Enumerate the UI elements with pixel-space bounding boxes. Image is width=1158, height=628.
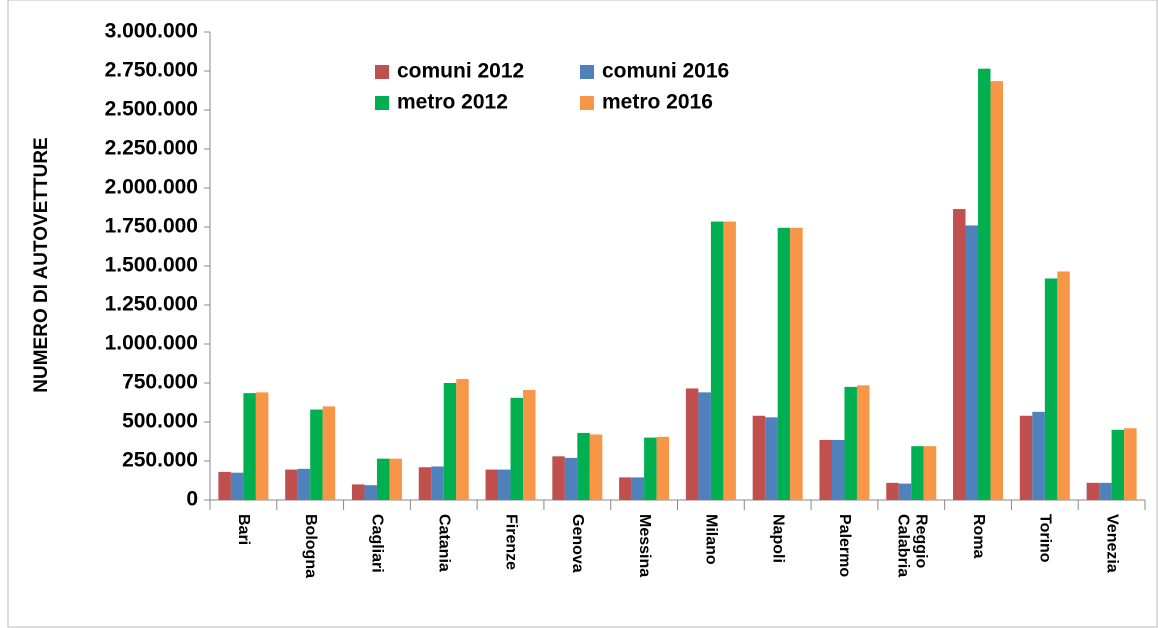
bar — [443, 383, 457, 500]
bar — [1057, 271, 1070, 500]
x-tick-label: Bari — [235, 514, 252, 545]
bar — [953, 209, 966, 500]
bar — [255, 392, 269, 500]
bar — [310, 409, 323, 500]
bar — [1086, 482, 1100, 500]
bar — [431, 466, 444, 500]
legend-swatch — [580, 65, 594, 79]
y-tick-label: 2.250.000 — [105, 137, 198, 160]
bar — [498, 469, 511, 500]
y-tick-label: 500.000 — [122, 410, 198, 433]
bar — [376, 458, 390, 500]
x-tick-label: Bologna — [302, 514, 319, 578]
x-tick-label: Roma — [970, 514, 987, 559]
bar — [1111, 429, 1125, 500]
bar — [844, 386, 857, 500]
bar — [552, 456, 565, 500]
bar — [389, 458, 402, 500]
legend-swatch — [375, 96, 389, 110]
bar — [243, 393, 256, 500]
bar — [856, 385, 870, 500]
bar — [285, 469, 298, 500]
bar — [577, 432, 590, 500]
bar — [886, 482, 899, 500]
y-tick-label: 1.500.000 — [105, 254, 198, 277]
legend-swatch — [580, 96, 594, 110]
bar — [831, 439, 845, 500]
bar — [322, 406, 336, 500]
bar — [364, 485, 377, 500]
bar — [978, 68, 991, 500]
x-tick-label: Palermo — [836, 514, 853, 577]
bar — [1044, 278, 1058, 500]
x-tick-label-line: Reggio — [912, 514, 929, 568]
x-tick-label: Milano — [703, 514, 720, 565]
bar — [911, 446, 924, 500]
bar — [456, 379, 469, 500]
legend-label: comuni 2012 — [397, 60, 524, 83]
bar — [619, 477, 632, 500]
legend-label: comuni 2016 — [602, 60, 729, 83]
bar — [523, 390, 536, 500]
bar — [685, 388, 699, 500]
bar — [1099, 482, 1112, 500]
x-tick-label: Napoli — [769, 514, 786, 563]
x-tick-label-line: Calabria — [894, 514, 911, 577]
bar — [752, 415, 766, 500]
y-tick-label: 0 — [186, 488, 198, 511]
bar — [710, 221, 724, 501]
legend-swatch — [375, 65, 389, 79]
legend-label: metro 2012 — [397, 91, 508, 114]
bar — [418, 467, 432, 500]
bar — [218, 471, 231, 500]
bar — [230, 472, 244, 500]
legend-label: metro 2016 — [602, 91, 713, 114]
bar — [965, 225, 979, 500]
x-tick-label: Messina — [636, 514, 653, 577]
bar — [656, 436, 670, 500]
bar — [589, 434, 603, 500]
bar — [990, 81, 1004, 500]
y-tick-label: 2.750.000 — [105, 59, 198, 82]
x-tick-label: ReggioCalabria — [894, 514, 929, 577]
bar — [485, 469, 499, 500]
bar — [1019, 415, 1033, 500]
y-tick-label: 3.000.000 — [105, 20, 198, 43]
bar — [644, 437, 657, 500]
x-tick-label: Firenze — [502, 514, 519, 570]
bar — [765, 417, 778, 500]
bar — [1124, 428, 1137, 500]
bar — [898, 483, 912, 500]
bar — [510, 397, 524, 500]
y-tick-label: 2.500.000 — [105, 98, 198, 121]
x-tick-label: Genova — [569, 514, 586, 573]
y-tick-label: 1.750.000 — [105, 215, 198, 238]
bar — [564, 457, 578, 500]
bar — [698, 392, 711, 500]
bar — [923, 446, 937, 500]
bar — [819, 439, 832, 500]
bar — [631, 477, 645, 500]
y-axis-label: NUMERO DI AUTOVETTURE — [31, 137, 52, 392]
bar — [1032, 411, 1045, 500]
y-tick-label: 750.000 — [122, 371, 198, 394]
bar — [790, 227, 803, 500]
bar — [777, 227, 791, 500]
chart-frame — [7, 0, 1158, 628]
x-tick-label: Cagliari — [369, 514, 386, 573]
x-tick-label: Venezia — [1103, 514, 1120, 573]
x-tick-label: Torino — [1037, 514, 1054, 563]
y-tick-label: 1.000.000 — [105, 332, 198, 355]
bar — [351, 484, 365, 500]
bar — [723, 221, 736, 501]
y-tick-label: 2.000.000 — [105, 176, 198, 199]
bar — [297, 468, 311, 500]
x-tick-label: Catania — [436, 514, 453, 572]
y-tick-label: 1.250.000 — [105, 293, 198, 316]
y-tick-label: 250.000 — [122, 449, 198, 472]
